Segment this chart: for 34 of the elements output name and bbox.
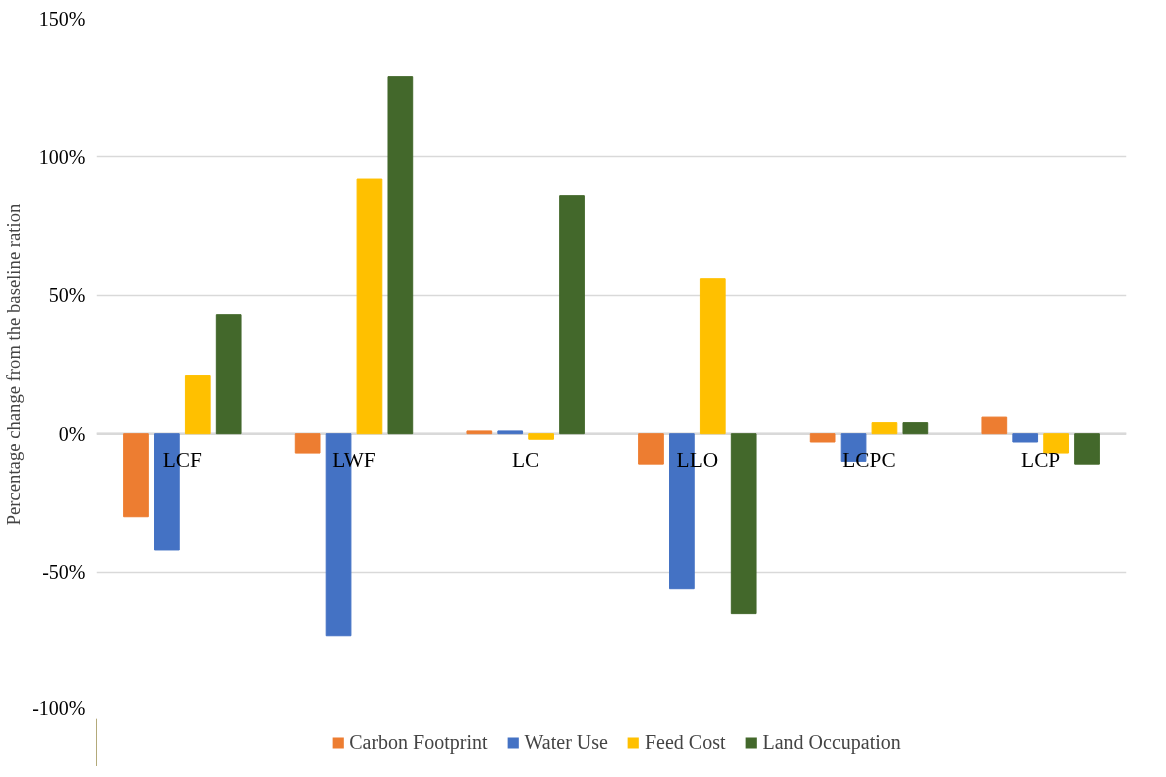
bar: [1012, 433, 1039, 443]
y-tick-label: 100%: [38, 145, 86, 168]
y-tick-label: 50%: [48, 284, 86, 307]
y-tick-label: -50%: [42, 561, 86, 584]
bar: [123, 433, 149, 518]
bar: [902, 422, 929, 435]
bar: [981, 416, 1008, 435]
bar: [559, 195, 585, 435]
bar: [1074, 433, 1100, 465]
bar: [871, 422, 898, 435]
legend-label: Carbon Footprint: [349, 730, 488, 754]
bar: [466, 430, 493, 435]
bar: [730, 433, 757, 615]
y-tick-label: 0%: [58, 422, 86, 445]
bar: [497, 430, 524, 435]
bar: [184, 375, 211, 435]
y-axis-title: Percentage change from the baseline ration: [3, 202, 25, 526]
bar: [294, 433, 321, 454]
bar: [638, 433, 664, 465]
legend-label: Feed Cost: [644, 730, 726, 754]
y-tick-label: -100%: [32, 696, 86, 719]
x-tick-label: LCPC: [842, 447, 896, 472]
bar: [1043, 433, 1069, 454]
bar: [809, 433, 836, 443]
y-tick-label: 150%: [38, 7, 86, 30]
bar: [215, 314, 242, 435]
bar: [387, 76, 414, 435]
bar: [356, 178, 383, 435]
x-tick-label: LC: [512, 447, 540, 472]
bar: [699, 278, 726, 435]
legend-label: Land Occupation: [762, 730, 901, 754]
x-tick-label: LCP: [1021, 447, 1061, 472]
bar: [528, 433, 554, 440]
legend-label: Water Use: [524, 730, 608, 754]
